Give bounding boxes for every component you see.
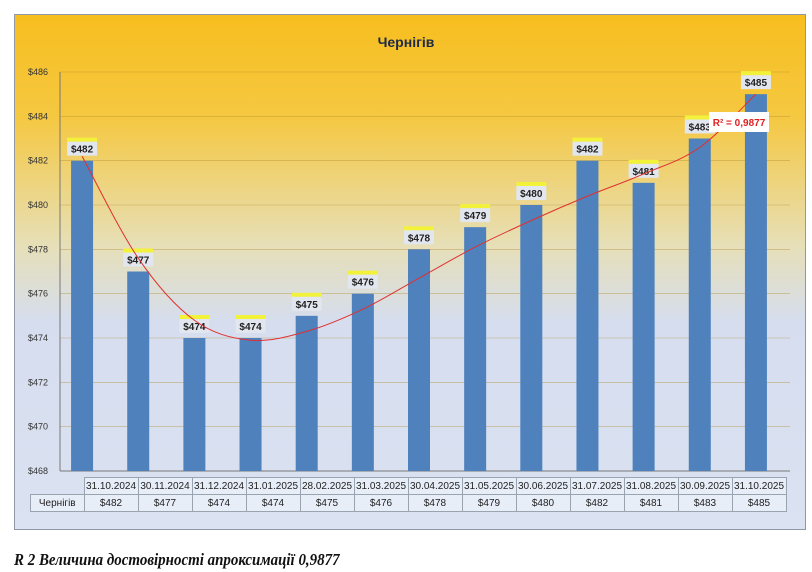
y-tick-label: $480 xyxy=(28,200,48,210)
table-value: $483 xyxy=(677,494,733,512)
trendline xyxy=(81,93,757,342)
category-label: 31.10.2025 xyxy=(731,477,787,495)
label-tab xyxy=(404,226,434,231)
category-label: 31.12.2024 xyxy=(191,477,247,495)
bar xyxy=(464,227,487,471)
bar xyxy=(295,315,318,471)
data-label: $479 xyxy=(464,211,487,222)
category-label: 30.09.2025 xyxy=(677,477,733,495)
category-label: 30.04.2025 xyxy=(407,477,463,495)
label-tab xyxy=(460,204,491,209)
y-tick-label: $486 xyxy=(28,67,48,77)
label-tab xyxy=(291,292,322,297)
bar xyxy=(688,138,711,471)
data-label-bg xyxy=(404,230,434,245)
bar xyxy=(576,160,599,471)
table-value: $481 xyxy=(623,494,679,512)
label-tab xyxy=(347,270,378,275)
table-corner xyxy=(31,478,85,495)
bar xyxy=(127,271,150,471)
label-tab xyxy=(67,137,98,142)
data-label: $475 xyxy=(296,300,319,311)
category-label: 30.11.2024 xyxy=(137,477,193,495)
table-value: $479 xyxy=(461,494,517,512)
series-label: Чернігів xyxy=(30,494,85,512)
category-label: 31.03.2025 xyxy=(353,477,409,495)
label-tab xyxy=(235,315,266,319)
data-label-bg xyxy=(291,296,322,311)
category-label: 30.06.2025 xyxy=(515,477,571,495)
y-tick-label: $468 xyxy=(28,466,48,476)
bar xyxy=(632,182,655,472)
bar xyxy=(71,160,94,471)
data-label: $474 xyxy=(239,322,262,333)
label-tab xyxy=(123,248,154,253)
data-label: $481 xyxy=(632,167,655,178)
table-value: $474 xyxy=(191,494,247,512)
table-value: $480 xyxy=(515,494,571,512)
bar xyxy=(520,205,543,471)
label-tab xyxy=(516,182,547,186)
y-tick-label: $472 xyxy=(28,377,48,387)
category-label: 31.07.2025 xyxy=(569,477,625,495)
data-label: $477 xyxy=(127,256,150,267)
data-label: $482 xyxy=(576,145,599,156)
label-tab xyxy=(179,315,210,319)
data-label-bg xyxy=(235,319,266,333)
data-label-bg xyxy=(123,252,154,267)
data-label-bg xyxy=(460,208,491,223)
data-label-bg xyxy=(179,319,210,333)
y-tick-label: $484 xyxy=(28,111,48,121)
y-tick-label: $476 xyxy=(28,289,48,299)
data-table: 31.10.2024 30.11.2024 31.12.2024 31.01.2025… xyxy=(30,477,787,512)
data-label-bg xyxy=(572,141,603,156)
data-label: $480 xyxy=(520,189,543,200)
bar xyxy=(351,293,374,471)
chart-title: Чернігів xyxy=(378,34,435,50)
data-label-bg xyxy=(628,163,659,178)
data-label-bg xyxy=(347,274,378,289)
table-value: $485 xyxy=(731,494,787,512)
category-label: 31.08.2025 xyxy=(623,477,679,495)
category-label: 31.01.2025 xyxy=(245,477,301,495)
bar xyxy=(744,94,767,472)
table-value: $477 xyxy=(137,494,193,512)
table-value: $482 xyxy=(83,494,139,512)
data-label: $483 xyxy=(689,123,712,134)
category-label: 31.10.2024 xyxy=(83,477,139,495)
r2-label: R² = 0,9877 xyxy=(713,118,766,129)
data-label: $474 xyxy=(183,322,206,333)
data-label: $476 xyxy=(352,278,375,289)
data-label: $482 xyxy=(71,145,94,156)
y-tick-label: $470 xyxy=(28,422,48,432)
y-tick-label: $478 xyxy=(28,244,48,254)
caption: R 2 Величина достовірності апроксимації … xyxy=(14,550,340,569)
y-tick-label: $474 xyxy=(28,333,48,343)
label-tab xyxy=(572,137,603,142)
data-label-bg xyxy=(740,75,771,90)
category-label: 28.02.2025 xyxy=(299,477,355,495)
label-tab xyxy=(628,159,659,164)
bar xyxy=(183,338,206,471)
table-value: $482 xyxy=(569,494,625,512)
r2-label-bg xyxy=(709,112,769,132)
data-label-bg xyxy=(67,141,98,156)
data-label: $485 xyxy=(745,78,768,89)
data-label-bg xyxy=(516,186,547,200)
table-value: $474 xyxy=(245,494,301,512)
label-tab xyxy=(740,71,771,76)
chart: Чернігів $468 $470 $472 $474 $476 $478 $480 $482… xyxy=(28,34,790,476)
label-tab xyxy=(684,115,715,120)
table-value: $478 xyxy=(407,494,463,512)
data-label-bg xyxy=(684,119,715,134)
table-value: $476 xyxy=(353,494,409,512)
bar xyxy=(239,338,262,471)
data-label: $478 xyxy=(408,233,431,244)
category-label: 31.05.2025 xyxy=(461,477,517,495)
y-tick-label: $482 xyxy=(28,156,48,166)
bar xyxy=(408,249,430,471)
table-value: $475 xyxy=(299,494,355,512)
